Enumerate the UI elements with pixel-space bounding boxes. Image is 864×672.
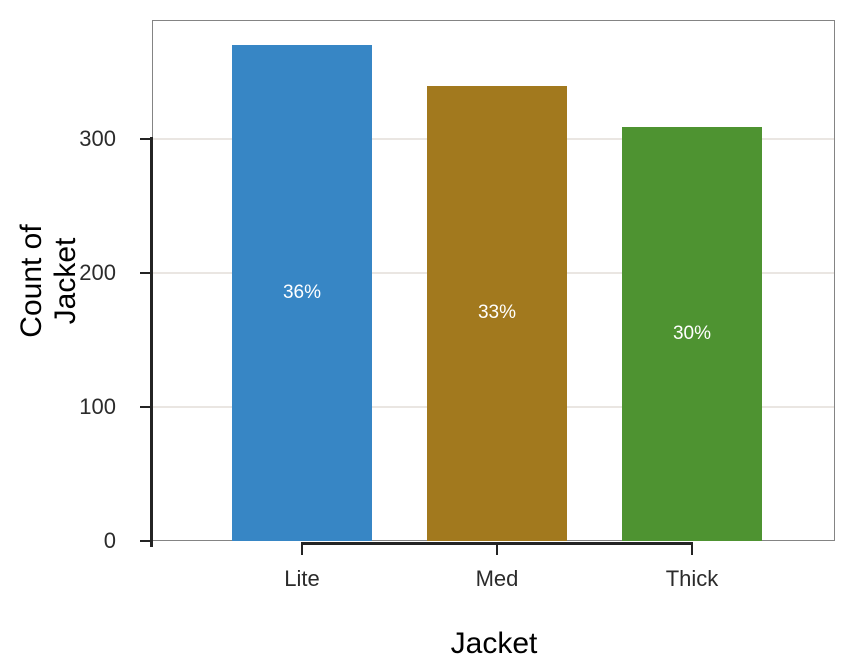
x-tick-mark (691, 543, 693, 555)
y-tick-mark (140, 272, 152, 275)
y-tick-mark (140, 540, 152, 542)
y-tick-mark (140, 406, 152, 409)
y-tick-label: 0 (103, 528, 116, 553)
bar-lite: 36% (232, 45, 372, 541)
x-tick-mark (301, 543, 303, 555)
y-tick-label: 200 (79, 260, 116, 286)
bar-thick: 30% (622, 127, 762, 541)
y-tick-label: 100 (79, 394, 116, 420)
bar-percent-label: 33% (477, 302, 517, 324)
y-tick-label: 300 (79, 126, 116, 152)
y-axis-title: Count of Jacket (15, 224, 82, 338)
x-tick-mark (496, 543, 498, 555)
bar-med: 33% (427, 85, 567, 541)
x-tick-label: Med (475, 566, 519, 591)
y-tick-mark (140, 138, 152, 141)
x-axis-title: Jacket (450, 627, 538, 660)
bar-percent-label: 30% (672, 323, 712, 345)
bar-percent-label: 36% (282, 282, 322, 304)
x-tick-label: Lite (284, 566, 320, 591)
y-axis-line (150, 137, 153, 547)
x-tick-label: Thick (665, 566, 719, 591)
